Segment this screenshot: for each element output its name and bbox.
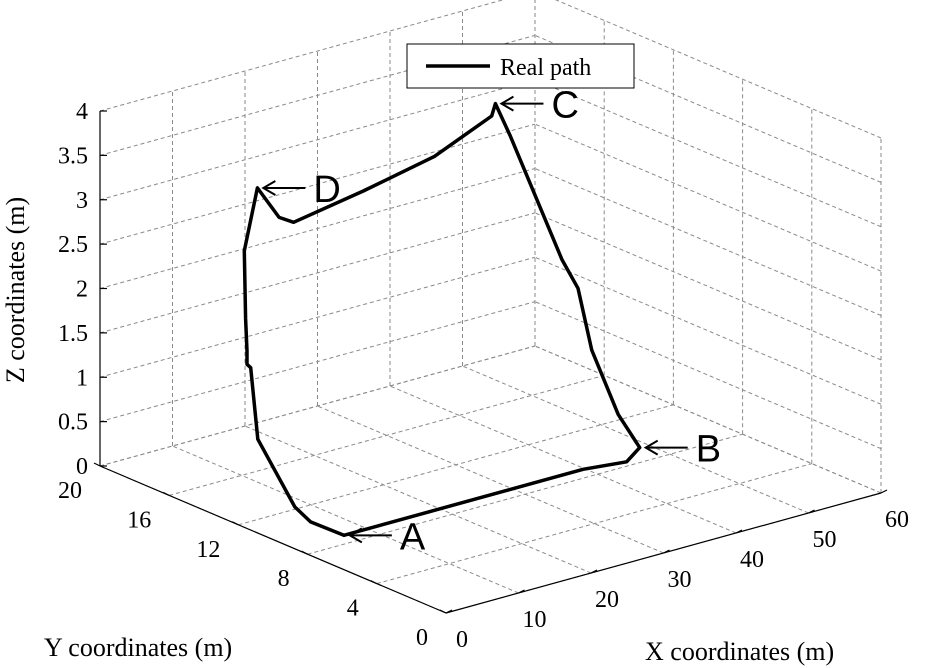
annotation-arrow-head — [499, 95, 514, 112]
z-tick-label: 1 — [76, 365, 88, 391]
legend: Real path — [406, 43, 635, 89]
z-axis-label: Z coordinates (m) — [1, 197, 30, 383]
annotation-label: B — [696, 429, 721, 471]
grid-floor-y — [238, 404, 674, 526]
x-tick-label: 30 — [668, 567, 692, 593]
grid-sidewall-z — [534, 168, 882, 316]
annotations: A B C D — [261, 85, 721, 558]
annotation-arrow-head — [261, 180, 276, 196]
x-tick-label: 40 — [740, 547, 764, 573]
z-tick-label: 0 — [76, 454, 88, 480]
y-tick-mark — [93, 462, 101, 467]
grid-floor-y — [376, 463, 812, 585]
grid-sidewall-z — [534, 79, 882, 228]
y-tick-label: 12 — [196, 537, 220, 563]
y-tick-label: 8 — [278, 566, 290, 592]
annotation-arrow-head — [347, 527, 363, 544]
y-axis-label: Y coordinates (m) — [44, 633, 232, 662]
z-tick-label: 2 — [76, 277, 88, 303]
grid-layer — [99, 0, 882, 614]
y-tick-label: 20 — [58, 478, 82, 504]
grid-sidewall-z — [534, 345, 882, 494]
x-tick-mark — [663, 549, 670, 554]
y-tick-mark — [162, 491, 170, 496]
y-tick-mark — [301, 550, 308, 555]
x-tick-mark — [445, 609, 453, 614]
grid-floor-y — [307, 433, 743, 555]
grid-floor-y — [169, 374, 605, 496]
x-axis-label: X coordinates (m) — [645, 637, 834, 666]
series-line-real-path — [242, 101, 642, 538]
z-tick-label: 1.5 — [58, 321, 88, 347]
grid-floor-x — [317, 405, 664, 554]
x-tick-mark — [518, 589, 525, 594]
x-tick-label: 20 — [595, 587, 619, 613]
annotation-label: A — [400, 516, 426, 558]
z-tick-label: 2.5 — [58, 232, 88, 258]
y-tick-mark — [370, 580, 378, 585]
y-tick-label: 4 — [347, 596, 359, 622]
grid-backwall-z — [99, 301, 536, 423]
x-tick-mark — [590, 569, 598, 574]
x-tick-label: 0 — [456, 627, 468, 653]
grid-backwall-z — [99, 168, 536, 289]
grid-backwall-z — [99, 256, 536, 378]
axis-layer — [93, 110, 888, 614]
y-tick-label: 16 — [127, 507, 151, 533]
grid-sidewall-z — [534, 123, 882, 272]
x-tick-label: 50 — [813, 527, 837, 553]
z-tick-label: 4 — [76, 99, 88, 125]
x-tick-mark — [735, 529, 743, 534]
z-tick-label: 0.5 — [58, 410, 88, 436]
path-layer — [242, 101, 642, 538]
x-tick-label: 60 — [885, 507, 909, 533]
x-tick-mark — [880, 489, 888, 494]
annotation-label: D — [313, 169, 340, 211]
annotation-d: D — [261, 169, 341, 211]
z-tick-label: 3.5 — [58, 143, 88, 169]
grid-floor-x — [389, 385, 737, 534]
annotation-b: B — [643, 429, 721, 471]
z-tick-label: 3 — [76, 188, 88, 214]
annotation-a: A — [347, 516, 426, 558]
grid-backwall-z — [99, 34, 536, 156]
grid-sidewall-z — [534, 212, 882, 361]
grid-backwall-z — [99, 0, 505, 112]
y-tick-label: 0 — [416, 625, 428, 651]
annotation-label: C — [551, 85, 578, 127]
y-tick-mark — [439, 609, 447, 614]
x-tick-mark — [808, 509, 815, 514]
grid-backwall-z — [99, 123, 536, 245]
y-axis-line — [99, 465, 447, 614]
grid-backwall-z — [99, 79, 536, 201]
grid-backwall-z — [99, 345, 536, 467]
annotation-c: C — [499, 85, 579, 127]
legend-entry-real-path: Real path — [500, 55, 591, 81]
grid-backwall-z — [99, 212, 536, 334]
y-tick-mark — [232, 521, 239, 526]
x-tick-label: 10 — [523, 607, 547, 633]
annotation-arrow-head — [643, 439, 659, 456]
